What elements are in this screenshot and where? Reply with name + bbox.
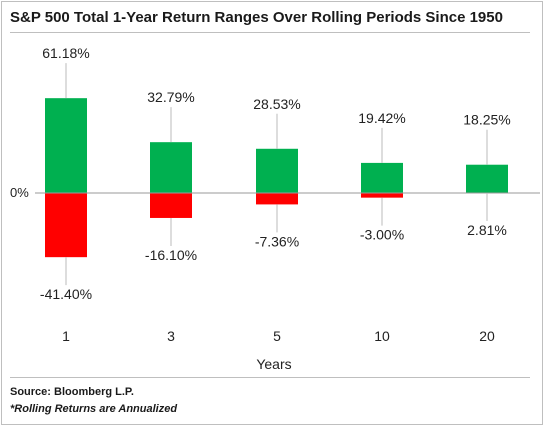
rolling-note: *Rolling Returns are Annualized bbox=[10, 403, 178, 415]
x-tick-5: 5 bbox=[273, 328, 281, 344]
x-tick-20: 20 bbox=[479, 328, 495, 344]
x-tick-10: 10 bbox=[374, 328, 390, 344]
bar-high-3 bbox=[150, 142, 192, 193]
bar-high-10 bbox=[361, 162, 403, 193]
chart-title: S&P 500 Total 1-Year Return Ranges Over … bbox=[10, 9, 503, 26]
source-note: Source: Bloomberg L.P. bbox=[10, 386, 134, 398]
data-label-high-10: 19.42% bbox=[358, 110, 405, 126]
data-label-high-20: 18.25% bbox=[463, 112, 510, 128]
title-divider bbox=[10, 32, 530, 33]
bar-high-1 bbox=[45, 98, 87, 193]
bar-low-1 bbox=[45, 193, 87, 258]
labels-layer: 61.18% -41.40% 32.79% -16.10% 28.53% -7.36% 19… bbox=[40, 45, 511, 302]
x-axis-label: Years bbox=[256, 356, 291, 372]
bar-low-3 bbox=[150, 193, 192, 218]
bar-low-5 bbox=[256, 193, 298, 205]
data-label-low-10: -3.00% bbox=[360, 227, 404, 243]
x-tick-3: 3 bbox=[167, 328, 175, 344]
data-label-high-5: 28.53% bbox=[253, 96, 300, 112]
bar-low-10 bbox=[361, 193, 403, 198]
data-label-low-3: -16.10% bbox=[145, 247, 197, 263]
footer-divider bbox=[10, 377, 530, 378]
bar-high-5 bbox=[256, 148, 298, 193]
data-label-low-1: -41.40% bbox=[40, 286, 92, 302]
data-label-low-20: 2.81% bbox=[467, 222, 507, 238]
data-label-high-1: 61.18% bbox=[42, 45, 89, 61]
x-ticks-layer: 1 3 5 10 20 bbox=[62, 328, 495, 344]
x-tick-1: 1 bbox=[62, 328, 70, 344]
bars-layer bbox=[45, 98, 508, 258]
bar-high-20 bbox=[466, 164, 508, 193]
zero-tick-label: 0% bbox=[10, 185, 29, 200]
data-label-low-5: -7.36% bbox=[255, 233, 299, 249]
data-label-high-3: 32.79% bbox=[147, 89, 194, 105]
